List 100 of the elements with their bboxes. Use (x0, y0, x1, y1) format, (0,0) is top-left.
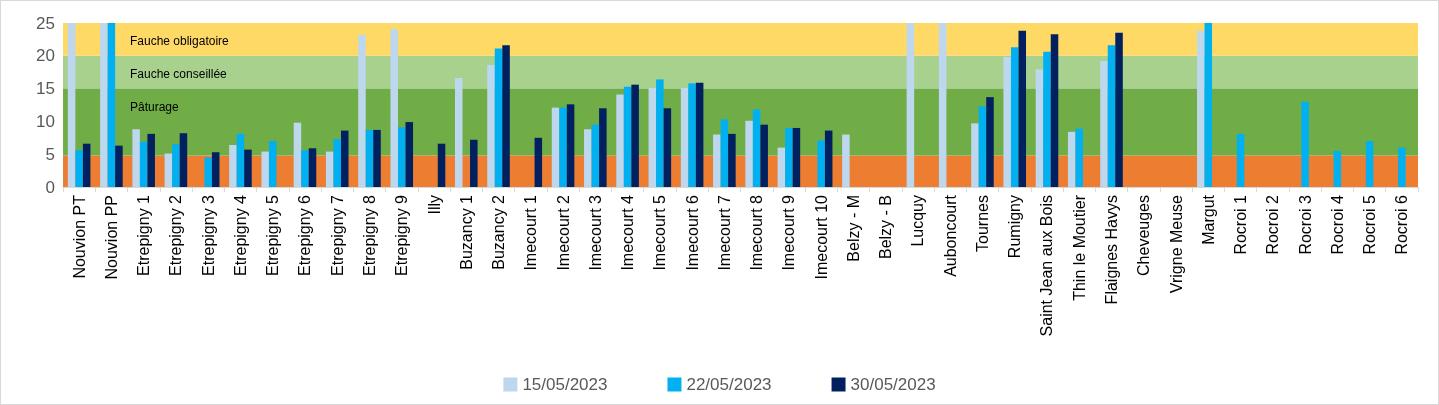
x-tick-label: Cheveuges (1135, 195, 1153, 276)
x-tick-label: Etrepigny 8 (360, 194, 378, 276)
x-tick-label: Imecourt 9 (780, 194, 798, 271)
legend-label: 15/05/2023 (522, 375, 608, 394)
x-tick-label: Etrepigny 4 (231, 194, 249, 276)
x-tick-label: Buzancy 1 (457, 194, 475, 270)
x-tick-label: Etrepigny 9 (393, 194, 411, 276)
bar (229, 145, 237, 187)
bar (261, 151, 269, 187)
bar (1115, 32, 1123, 187)
x-tick-label: Etrepigny 3 (199, 194, 217, 276)
x-tick-label: Etrepigny 6 (296, 194, 314, 276)
x-tick-label: Imecourt 1 (522, 194, 540, 271)
bar (107, 23, 116, 187)
bar (785, 127, 793, 187)
x-tick-label: Rocroi 6 (1393, 194, 1411, 255)
bar (559, 107, 567, 187)
bar (777, 147, 786, 187)
bar (584, 129, 592, 187)
band-label: Fauche obligatoire (130, 34, 230, 48)
bar (824, 130, 833, 187)
bar (591, 124, 600, 187)
bar (680, 87, 689, 187)
bar (139, 141, 148, 187)
bar (720, 119, 729, 187)
bar (236, 133, 245, 187)
x-tick-label: Auboncourt (941, 194, 959, 277)
bar (244, 149, 252, 187)
x-tick-label: Imecourt 2 (554, 194, 572, 271)
x-tick-label: Imecourt 7 (715, 194, 733, 271)
bar (752, 109, 761, 187)
bar (132, 129, 140, 187)
bar (656, 79, 664, 187)
bar (147, 133, 155, 187)
bar (986, 97, 994, 187)
bar (938, 23, 947, 187)
bar (1100, 61, 1108, 187)
bar (1398, 147, 1406, 187)
bar (502, 45, 510, 187)
bar (551, 107, 560, 187)
bar (842, 134, 850, 187)
x-tick-label: Belzy - M (844, 195, 862, 262)
x-tick-label: Imecourt 6 (683, 194, 701, 271)
y-tick-label: 0 (45, 177, 55, 197)
legend-label: 22/05/2023 (686, 375, 772, 394)
bar (1365, 141, 1374, 187)
bar (373, 129, 381, 187)
x-tick-label: Thin le Moutier (1070, 194, 1088, 301)
bar (340, 130, 349, 187)
bar (688, 83, 696, 187)
bar (204, 157, 212, 187)
bar (1003, 57, 1011, 187)
bar (695, 82, 704, 187)
bar (1043, 51, 1051, 187)
x-tick-label: Etrepigny 1 (135, 194, 153, 276)
x-tick-label: Rocroi 5 (1361, 194, 1379, 255)
bar (164, 153, 173, 187)
bar (663, 108, 672, 187)
x-tick-label: Etrepigny 7 (328, 194, 346, 276)
bar (971, 123, 979, 187)
legend-label: 30/05/2023 (850, 375, 936, 394)
x-tick-label: Rocroi 4 (1328, 194, 1346, 255)
x-tick-label: Rumigny (1006, 195, 1024, 259)
x-tick-label: Etrepigny 2 (167, 194, 185, 276)
x-tick-label: Margut (1199, 194, 1217, 245)
y-tick-label: 5 (45, 144, 55, 164)
x-tick-label: Imecourt 10 (812, 194, 830, 280)
bar (75, 150, 83, 187)
bar (333, 139, 341, 187)
bar (494, 48, 503, 187)
bar (390, 28, 398, 187)
x-tick-label: Rocroi 1 (1232, 194, 1250, 255)
bar (623, 86, 632, 187)
bar (211, 152, 220, 187)
bar (566, 104, 575, 187)
band-label: Pâturage (130, 99, 180, 114)
x-tick-label: Lucquy (909, 195, 927, 247)
bar (82, 143, 91, 187)
bar (454, 78, 463, 187)
bar (1197, 30, 1205, 187)
bar (172, 144, 180, 187)
x-tick-label: Imecourt 4 (619, 194, 637, 271)
bar (817, 140, 825, 187)
bar (1075, 128, 1084, 187)
bar (728, 133, 736, 187)
bar (67, 23, 76, 187)
bar (301, 150, 309, 187)
x-tick-label: Illy (425, 195, 443, 215)
bar (115, 145, 123, 187)
x-tick-label: Rocroi 3 (1296, 194, 1314, 255)
bar (1333, 150, 1342, 187)
x-tick-label: Flaignes Havys (1103, 195, 1121, 305)
bar (978, 106, 987, 187)
bar (1018, 30, 1027, 187)
bar (100, 23, 108, 187)
x-tick-label: Belzy - B (877, 195, 895, 260)
bar (1107, 45, 1116, 187)
bar (713, 134, 721, 187)
x-tick-label: Imecourt 3 (586, 194, 604, 271)
x-tick-label: Rocroi 2 (1264, 194, 1282, 255)
